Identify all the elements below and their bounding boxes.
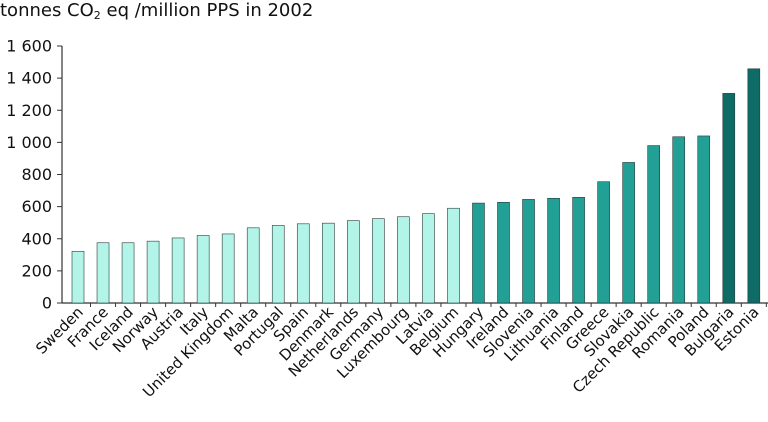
bar	[572, 197, 585, 304]
y-tick-label: 1 400	[6, 69, 52, 88]
bar	[372, 218, 385, 304]
bar	[597, 181, 610, 304]
y-tick-label: 1 600	[6, 37, 52, 56]
bar	[722, 93, 736, 304]
bar	[472, 202, 485, 304]
bar	[447, 207, 460, 304]
bar	[71, 250, 85, 304]
bar	[522, 199, 535, 304]
y-tick-label: 600	[21, 197, 52, 216]
bar	[672, 136, 686, 304]
bar	[622, 162, 635, 304]
bar	[697, 135, 711, 304]
bar	[221, 233, 235, 304]
y-tick-label: 400	[21, 229, 52, 248]
title-prefix: tonnes CO	[0, 0, 94, 21]
bar	[196, 235, 210, 304]
bar	[296, 223, 310, 304]
y-tick-label: 800	[21, 165, 52, 184]
bar	[121, 242, 135, 304]
bar	[271, 225, 285, 304]
bar	[246, 227, 260, 304]
title-suffix: eq /million PPS in 2002	[100, 0, 314, 21]
bar	[422, 213, 435, 304]
bar	[321, 222, 335, 304]
bar	[547, 197, 560, 304]
bar	[146, 240, 160, 304]
title-subscript: 2	[93, 9, 101, 22]
chart-title: tonnes CO2 eq /million PPS in 2002	[0, 0, 313, 22]
bar	[347, 220, 360, 304]
bar	[647, 145, 660, 304]
bar	[397, 216, 410, 304]
bar	[96, 242, 110, 304]
y-tick-label: 200	[21, 261, 52, 280]
bar	[171, 237, 185, 304]
bar	[747, 68, 761, 304]
y-tick-label: 0	[42, 294, 52, 313]
bar	[497, 201, 510, 304]
y-tick-label: 1 000	[6, 133, 52, 152]
y-tick-label: 1 200	[6, 101, 52, 120]
